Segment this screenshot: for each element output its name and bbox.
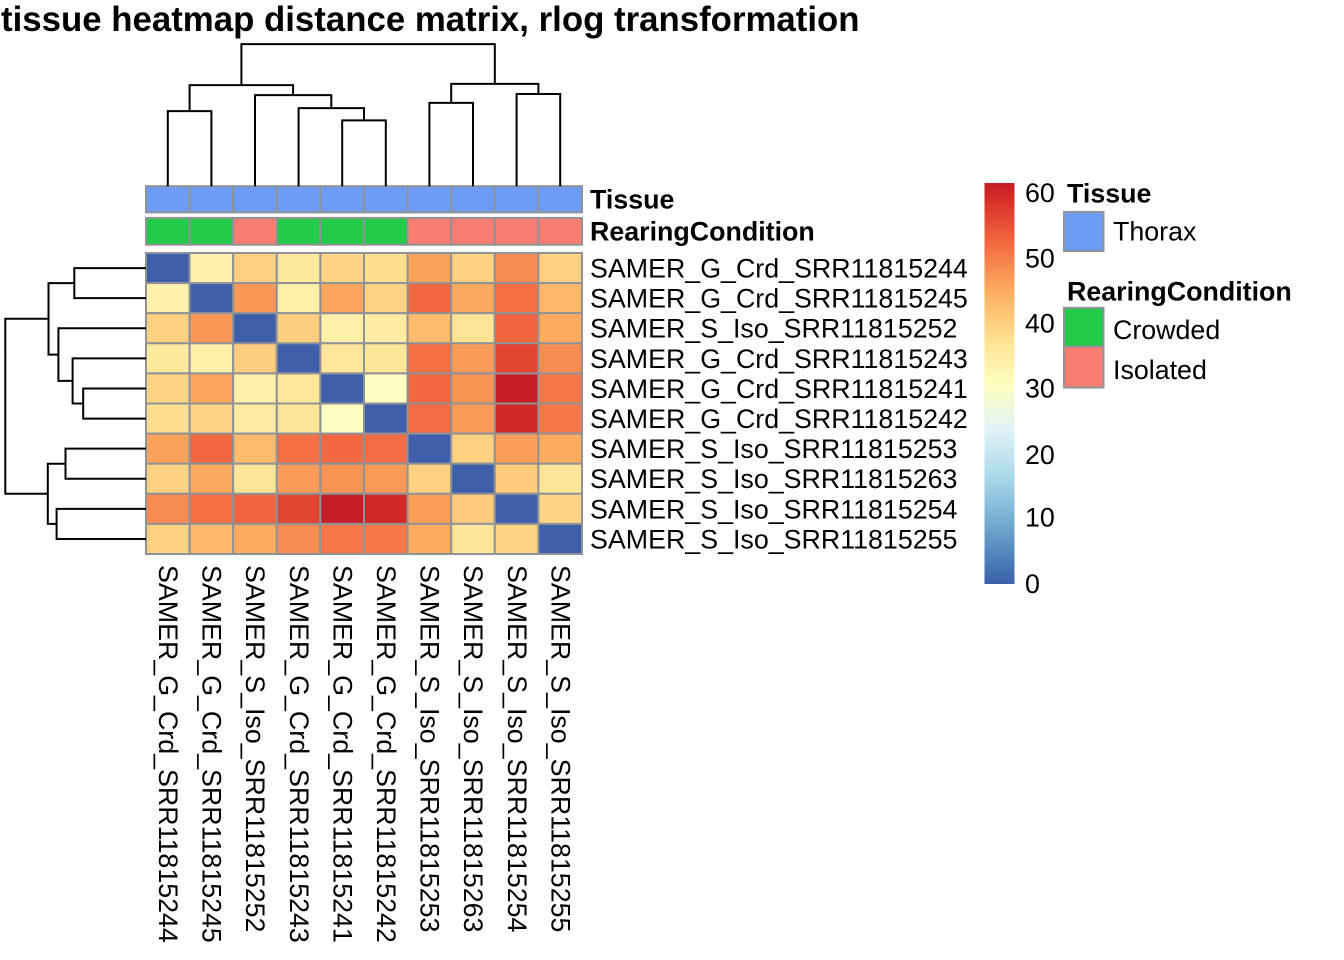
- svg-text:SAMER_G_Crd_SRR11815241: SAMER_G_Crd_SRR11815241: [327, 565, 357, 943]
- svg-text:40: 40: [1025, 308, 1055, 338]
- svg-text:Thorax: Thorax: [1113, 217, 1197, 247]
- svg-text:50: 50: [1025, 244, 1055, 274]
- svg-text:SAMER_S_Iso_SRR11815263: SAMER_S_Iso_SRR11815263: [458, 565, 488, 932]
- svg-text:SAMER_S_Iso_SRR11815253: SAMER_S_Iso_SRR11815253: [590, 434, 957, 464]
- svg-text:SAMER_S_Iso_SRR11815253: SAMER_S_Iso_SRR11815253: [415, 565, 445, 932]
- svg-text:RearingCondition: RearingCondition: [1067, 277, 1292, 307]
- svg-text:SAMER_G_Crd_SRR11815245: SAMER_G_Crd_SRR11815245: [590, 283, 968, 313]
- svg-text:tissue heatmap distance matrix: tissue heatmap distance matrix, rlog tra…: [1, 0, 860, 39]
- svg-text:SAMER_G_Crd_SRR11815244: SAMER_G_Crd_SRR11815244: [153, 565, 183, 943]
- svg-text:Tissue: Tissue: [1067, 178, 1151, 208]
- svg-text:SAMER_G_Crd_SRR11815241: SAMER_G_Crd_SRR11815241: [590, 374, 968, 404]
- svg-text:Tissue: Tissue: [590, 185, 674, 215]
- svg-text:SAMER_G_Crd_SRR11815243: SAMER_G_Crd_SRR11815243: [284, 565, 314, 943]
- svg-text:RearingCondition: RearingCondition: [590, 217, 815, 247]
- svg-text:SAMER_S_Iso_SRR11815255: SAMER_S_Iso_SRR11815255: [590, 524, 957, 554]
- svg-text:SAMER_G_Crd_SRR11815243: SAMER_G_Crd_SRR11815243: [590, 344, 968, 374]
- svg-text:SAMER_G_Crd_SRR11815244: SAMER_G_Crd_SRR11815244: [590, 253, 968, 283]
- svg-text:SAMER_S_Iso_SRR11815252: SAMER_S_Iso_SRR11815252: [240, 565, 270, 932]
- svg-text:SAMER_S_Iso_SRR11815263: SAMER_S_Iso_SRR11815263: [590, 464, 957, 494]
- svg-text:10: 10: [1025, 502, 1055, 532]
- svg-text:Isolated: Isolated: [1113, 355, 1207, 385]
- svg-text:SAMER_S_Iso_SRR11815254: SAMER_S_Iso_SRR11815254: [502, 565, 532, 933]
- svg-text:SAMER_S_Iso_SRR11815255: SAMER_S_Iso_SRR11815255: [545, 565, 575, 932]
- svg-text:30: 30: [1025, 374, 1055, 404]
- svg-text:SAMER_G_Crd_SRR11815242: SAMER_G_Crd_SRR11815242: [590, 404, 968, 434]
- svg-text:SAMER_S_Iso_SRR11815252: SAMER_S_Iso_SRR11815252: [590, 314, 957, 344]
- svg-text:SAMER_G_Crd_SRR11815242: SAMER_G_Crd_SRR11815242: [371, 565, 401, 943]
- svg-text:20: 20: [1025, 440, 1055, 470]
- svg-text:Crowded: Crowded: [1113, 315, 1220, 345]
- svg-text:SAMER_S_Iso_SRR11815254: SAMER_S_Iso_SRR11815254: [590, 494, 958, 524]
- svg-text:SAMER_G_Crd_SRR11815245: SAMER_G_Crd_SRR11815245: [197, 565, 227, 943]
- svg-text:0: 0: [1025, 569, 1040, 599]
- svg-text:60: 60: [1025, 178, 1055, 208]
